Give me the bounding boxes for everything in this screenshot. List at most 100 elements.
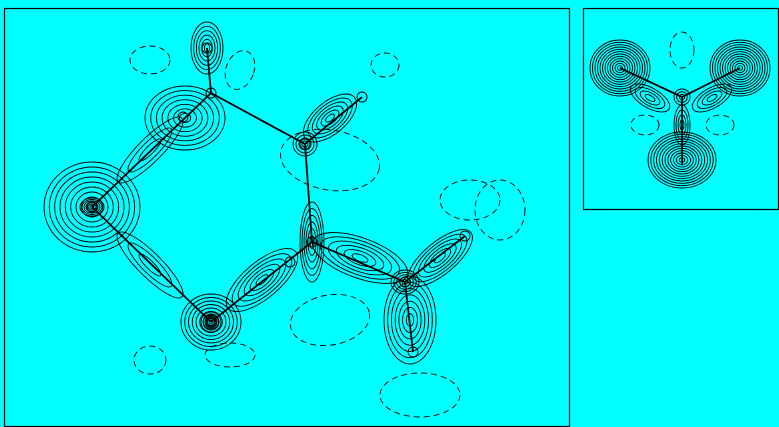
atom-marker bbox=[205, 316, 217, 328]
negative-contour bbox=[129, 45, 171, 75]
contour-line bbox=[325, 113, 335, 123]
contour-line bbox=[722, 51, 758, 85]
contour-line bbox=[383, 275, 437, 365]
contour-line bbox=[43, 161, 141, 253]
negative-contour bbox=[669, 31, 695, 69]
contour-line bbox=[292, 131, 318, 157]
contour-line bbox=[202, 313, 220, 331]
negative-contour bbox=[289, 293, 371, 347]
atom-marker bbox=[299, 138, 311, 150]
contour-line bbox=[714, 44, 766, 92]
contour-line bbox=[679, 119, 685, 131]
negative-contour bbox=[439, 179, 501, 221]
contour-line bbox=[653, 136, 711, 184]
contour-line bbox=[717, 46, 763, 90]
negative-contour bbox=[705, 114, 735, 136]
contour-line bbox=[309, 234, 315, 250]
contour-line bbox=[673, 152, 691, 168]
contour-line bbox=[701, 90, 723, 106]
contour-line bbox=[155, 94, 215, 142]
contour-line bbox=[127, 242, 173, 288]
atom-marker bbox=[459, 230, 471, 242]
contour-line bbox=[190, 21, 224, 75]
contour-line bbox=[311, 101, 349, 135]
contour-line bbox=[599, 48, 641, 88]
main-contour-plot bbox=[43, 21, 526, 418]
contour-line bbox=[734, 62, 746, 74]
contour-line bbox=[307, 228, 317, 256]
contour-line bbox=[647, 131, 717, 189]
contour-line bbox=[675, 109, 689, 141]
contour-line bbox=[191, 304, 231, 340]
contour-line bbox=[592, 41, 648, 95]
contour-line bbox=[193, 25, 221, 71]
contour-line bbox=[184, 297, 238, 347]
contour-line bbox=[161, 99, 209, 137]
contour-line bbox=[208, 319, 214, 325]
contour-line bbox=[89, 205, 95, 209]
contour-line bbox=[319, 236, 401, 280]
contour-line bbox=[727, 55, 753, 81]
negative-contour bbox=[224, 50, 256, 90]
contour-line bbox=[412, 233, 468, 283]
contour-line bbox=[709, 39, 771, 97]
contour-line bbox=[706, 94, 718, 102]
contour-line bbox=[116, 231, 184, 299]
contour-line bbox=[299, 201, 325, 283]
contour-line bbox=[195, 307, 227, 337]
contour-line bbox=[634, 87, 666, 109]
negative-contour bbox=[280, 128, 380, 192]
contour-line bbox=[677, 114, 687, 136]
contour-line bbox=[597, 46, 643, 90]
atom-marker bbox=[86, 201, 98, 213]
contour-line bbox=[670, 150, 694, 170]
bond bbox=[210, 92, 306, 145]
contour-line bbox=[614, 62, 626, 74]
contour-line bbox=[691, 83, 733, 113]
contour-line bbox=[394, 294, 426, 346]
contour-line bbox=[167, 103, 203, 133]
contour-line bbox=[180, 293, 242, 351]
contour-line bbox=[678, 157, 686, 163]
contour-line bbox=[203, 43, 211, 53]
contour-line bbox=[150, 90, 220, 146]
bond bbox=[681, 67, 741, 98]
contour-line bbox=[719, 48, 761, 88]
contour-line bbox=[405, 313, 415, 327]
contour-line bbox=[188, 300, 234, 344]
contour-line bbox=[675, 154, 689, 166]
contour-line bbox=[54, 171, 130, 243]
contour-line bbox=[732, 60, 748, 76]
contour-line bbox=[678, 93, 686, 101]
contour-line bbox=[316, 105, 344, 131]
contour-line bbox=[200, 311, 222, 333]
contour-line bbox=[237, 258, 287, 302]
contour-line bbox=[661, 143, 703, 177]
contour-line bbox=[418, 238, 462, 278]
contour-line bbox=[609, 58, 631, 78]
contour-line bbox=[644, 94, 656, 102]
atom-marker bbox=[177, 111, 189, 123]
bond bbox=[311, 241, 406, 283]
contour-line bbox=[393, 271, 417, 293]
contour-line bbox=[59, 176, 125, 238]
contour-line bbox=[204, 315, 218, 329]
contour-line bbox=[87, 203, 97, 211]
contour-line bbox=[434, 252, 446, 264]
atom-marker bbox=[306, 236, 318, 248]
contour-line bbox=[206, 317, 216, 327]
atom-marker bbox=[356, 91, 368, 103]
contour-line bbox=[639, 90, 661, 106]
contour-line bbox=[658, 140, 706, 180]
atom-marker bbox=[399, 276, 411, 288]
contour-line bbox=[79, 197, 105, 217]
contour-line bbox=[301, 140, 309, 148]
contour-line bbox=[664, 145, 700, 175]
atom-marker bbox=[201, 42, 213, 54]
contour-line bbox=[64, 181, 120, 233]
contour-line bbox=[225, 248, 299, 312]
contour-line bbox=[195, 30, 219, 66]
contour-line bbox=[402, 306, 418, 334]
contour-line bbox=[656, 138, 708, 182]
